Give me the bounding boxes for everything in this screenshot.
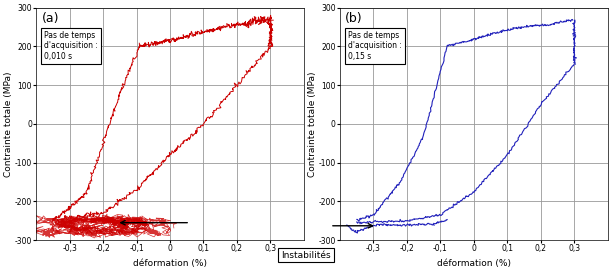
Text: Pas de temps
d'acquisition :
0,010 s: Pas de temps d'acquisition : 0,010 s — [45, 31, 99, 61]
Text: (b): (b) — [345, 12, 363, 25]
X-axis label: déformation (%): déformation (%) — [437, 259, 511, 268]
X-axis label: déformation (%): déformation (%) — [133, 259, 207, 268]
Text: (a): (a) — [42, 12, 59, 25]
Y-axis label: Contrainte totale (MPa): Contrainte totale (MPa) — [308, 71, 317, 177]
Text: Pas de temps
d'acquisition :
0,15 s: Pas de temps d'acquisition : 0,15 s — [348, 31, 402, 61]
Y-axis label: Contrainte totale (MPa): Contrainte totale (MPa) — [4, 71, 13, 177]
Text: Instabilités: Instabilités — [281, 251, 331, 260]
